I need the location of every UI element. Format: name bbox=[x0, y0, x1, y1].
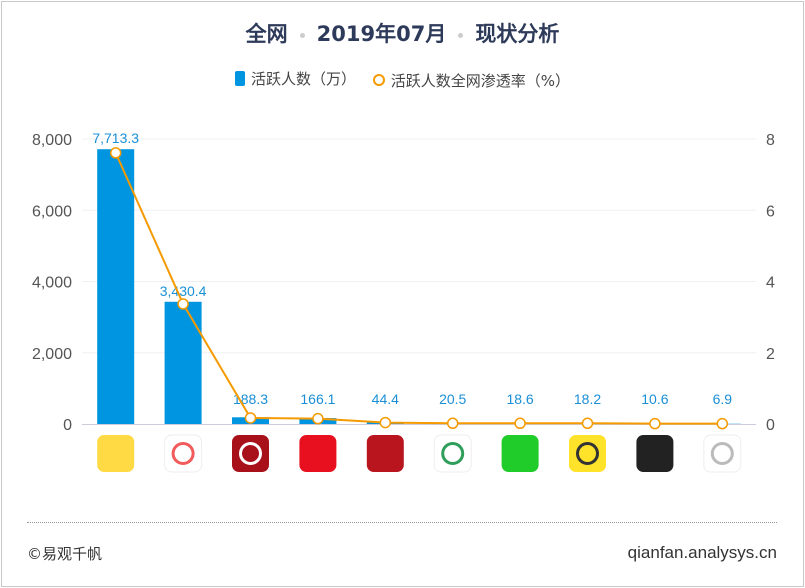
line-point bbox=[244, 412, 257, 424]
line-point bbox=[716, 417, 729, 430]
y-right-tick-label: 0 bbox=[766, 417, 775, 434]
legend-bar-label: 活跃人数（万） bbox=[250, 70, 356, 88]
y-right-tick-label: 6 bbox=[766, 203, 775, 220]
bar-data-label: 7,713.3 bbox=[92, 130, 139, 146]
copyright: ©易观千帆 bbox=[27, 545, 103, 563]
legend-item-line[interactable]: 活跃人数全网渗透率（%） bbox=[372, 70, 571, 91]
app-icon-7 bbox=[501, 435, 539, 472]
app-icon-3 bbox=[232, 435, 269, 472]
title-scope: 全网 bbox=[245, 22, 288, 46]
app-icon-9 bbox=[636, 435, 674, 472]
line-point bbox=[649, 417, 661, 430]
line-point bbox=[177, 298, 189, 310]
title-separator bbox=[458, 32, 464, 38]
bar-data-label: 20.5 bbox=[439, 391, 466, 407]
footer-divider bbox=[27, 522, 777, 523]
y-right-tick-label: 2 bbox=[766, 346, 775, 363]
app-icon-glyph bbox=[239, 442, 262, 465]
title-separator bbox=[299, 32, 305, 38]
title-subject: 现状分析 bbox=[475, 22, 560, 46]
bar-data-label: 6.9 bbox=[713, 391, 733, 407]
site-url[interactable]: qianfan.analysys.cn bbox=[627, 543, 777, 562]
line-series bbox=[114, 152, 723, 425]
bar-data-label: 44.4 bbox=[372, 391, 399, 407]
y-left-tick-label: 2,000 bbox=[32, 346, 72, 363]
bar-data-label: 18.6 bbox=[506, 391, 533, 407]
y-right-tick-label: 8 bbox=[766, 132, 775, 149]
app-icon-1 bbox=[97, 435, 135, 472]
legend-item-bar[interactable]: 活跃人数（万） bbox=[234, 68, 356, 89]
app-icon-6 bbox=[433, 434, 472, 473]
title-period: 2019年07月 bbox=[316, 22, 447, 46]
app-icon-glyph bbox=[441, 442, 465, 465]
chart-title: 全网 2019年07月 现状分析 bbox=[0, 18, 805, 48]
y-left-tick-label: 0 bbox=[63, 417, 72, 434]
bar bbox=[164, 301, 202, 424]
line-point bbox=[514, 417, 526, 430]
app-icon-5 bbox=[366, 435, 404, 472]
app-icon-8 bbox=[569, 435, 606, 472]
app-icon-2 bbox=[164, 434, 203, 473]
bar bbox=[97, 149, 135, 424]
bar-data-label: 3,430.4 bbox=[160, 283, 207, 299]
bar-data-label: 18.2 bbox=[574, 391, 601, 407]
app-icon-glyph bbox=[576, 442, 599, 465]
line-point bbox=[446, 417, 459, 430]
line-point bbox=[312, 412, 324, 425]
y-right-tick-label: 4 bbox=[766, 275, 775, 292]
line-point bbox=[581, 417, 594, 430]
legend: 活跃人数（万） 活跃人数全网渗透率（%） bbox=[0, 68, 805, 91]
line-point bbox=[109, 147, 122, 159]
app-icon-4 bbox=[299, 435, 337, 472]
legend-bar-swatch bbox=[234, 71, 245, 86]
bar-data-label: 10.6 bbox=[641, 391, 668, 407]
app-icon-glyph bbox=[710, 442, 734, 465]
y-left-tick-label: 4,000 bbox=[32, 275, 72, 292]
app-icon-glyph bbox=[171, 442, 195, 465]
bar-data-label: 166.1 bbox=[300, 391, 335, 407]
app-icon-10 bbox=[703, 434, 742, 473]
legend-line-label: 活跃人数全网渗透率（%） bbox=[390, 71, 571, 90]
line-point bbox=[379, 416, 392, 429]
y-left-tick-label: 6,000 bbox=[32, 203, 72, 220]
y-left-tick-label: 8,000 bbox=[32, 132, 72, 149]
legend-line-swatch bbox=[372, 74, 385, 86]
